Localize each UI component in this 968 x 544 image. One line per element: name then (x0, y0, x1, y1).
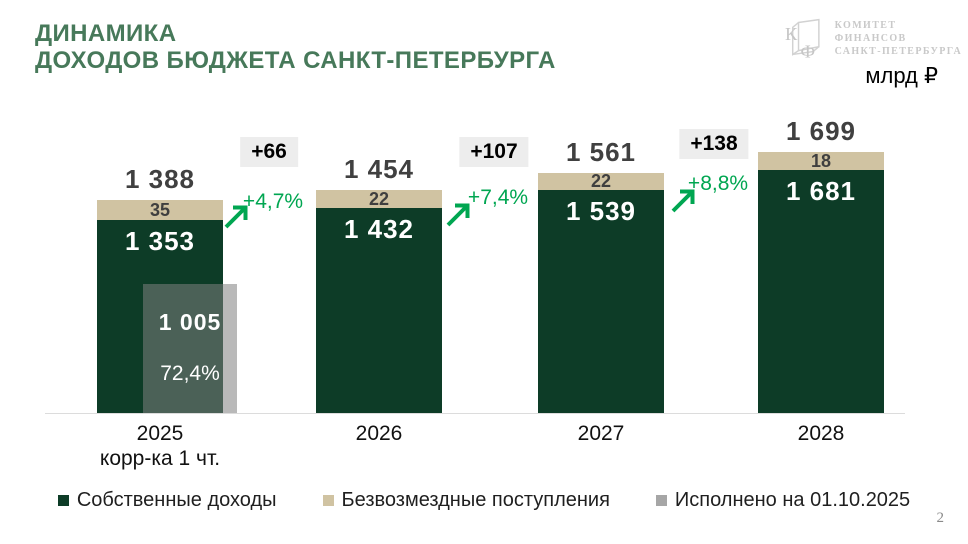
bar-segment-own-income: 1 432 (316, 208, 442, 413)
x-axis-label-year: 2026 (355, 422, 403, 445)
legend-swatch (57, 495, 69, 506)
x-axis-label-year: 2028 (797, 422, 845, 445)
legend-swatch (655, 495, 667, 506)
growth-arrow-icon (669, 187, 697, 215)
x-axis-label-note: корр-ка 1 чт. (99, 447, 221, 470)
growth-percent: +7,4% (467, 186, 529, 209)
page-number: 2 (936, 510, 945, 526)
x-axis-label: 2026 (269, 421, 489, 446)
growth-badge: +138 (679, 129, 749, 159)
x-axis-label: 2028 (711, 421, 931, 446)
logo: К Ф КОМИТЕТ ФИНАНСОВ САНКТ-ПЕТЕРБУРГА (784, 16, 968, 60)
bar-segment-own-income: 1 681 (758, 170, 884, 413)
bar-segment-own-label: 1 353 (124, 226, 196, 256)
growth-badge: +107 (459, 137, 529, 167)
logo-org-line1: КОМИТЕТ ФИНАНСОВ (834, 19, 907, 44)
logo-monogram-f: Ф (800, 41, 815, 60)
legend-item: Исполнено на 01.10.2025 (655, 489, 911, 512)
executed-value: 1 005 (158, 309, 222, 335)
growth-badge: +66 (240, 137, 298, 167)
executed-percent: 72,4% (160, 362, 220, 385)
logo-org-name: КОМИТЕТ ФИНАНСОВ САНКТ-ПЕТЕРБУРГА (835, 19, 968, 58)
units-label: млрд ₽ (865, 63, 938, 88)
legend-label: Исполнено на 01.10.2025 (674, 489, 911, 511)
logo-org-line2: САНКТ-ПЕТЕРБУРГА (834, 45, 963, 57)
logo-monogram-k: К (785, 24, 798, 44)
x-axis-label: 2025 корр-ка 1 чт. (50, 421, 270, 471)
growth-arrow-icon (222, 203, 250, 231)
bar-segment-own-label: 1 432 (343, 214, 415, 244)
bar-segment-own-label: 1 539 (565, 196, 637, 226)
bar-total-label: 1 561 (565, 137, 637, 167)
title-line-2: ДОХОДОВ БЮДЖЕТА САНКТ-ПЕТЕРБУРГА (35, 47, 556, 74)
x-axis-label: 2027 (491, 421, 711, 446)
legend: Собственные доходы Безвозмездные поступле… (0, 489, 968, 512)
bar-total-label: 1 699 (785, 116, 857, 146)
bar-total-label: 1 454 (343, 154, 415, 184)
growth-percent: +4,7% (242, 190, 304, 213)
executed-overlay: 1 005 72,4% (143, 284, 237, 413)
x-axis-line (45, 413, 905, 414)
growth-arrow-icon (444, 201, 472, 229)
bar-total-label: 1 388 (124, 164, 196, 194)
bar-segment-grants: 22 (316, 190, 442, 208)
legend-item: Безвозмездные поступления (322, 489, 610, 512)
title-line-1: ДИНАМИКА (35, 20, 177, 47)
bar-segment-own-label: 1 681 (785, 176, 857, 206)
x-axis-label-year: 2027 (577, 422, 625, 445)
bar-segment-grants: 18 (758, 152, 884, 170)
logo-emblem-icon: К Ф (785, 18, 820, 60)
page-title: ДИНАМИКА ДОХОДОВ БЮДЖЕТА САНКТ-ПЕТЕРБУРГ… (35, 20, 556, 74)
x-axis-label-year: 2025 (136, 422, 184, 445)
legend-swatch (322, 495, 334, 506)
legend-label: Собственные доходы (76, 489, 277, 511)
legend-item: Собственные доходы (57, 489, 277, 512)
growth-percent: +8,8% (687, 172, 749, 195)
bar-segment-own-income: 1 539 (538, 190, 664, 413)
bar-segment-grants: 22 (538, 172, 664, 190)
legend-label: Безвозмездные поступления (341, 489, 610, 511)
bar-segment-grants: 35 (97, 200, 223, 220)
